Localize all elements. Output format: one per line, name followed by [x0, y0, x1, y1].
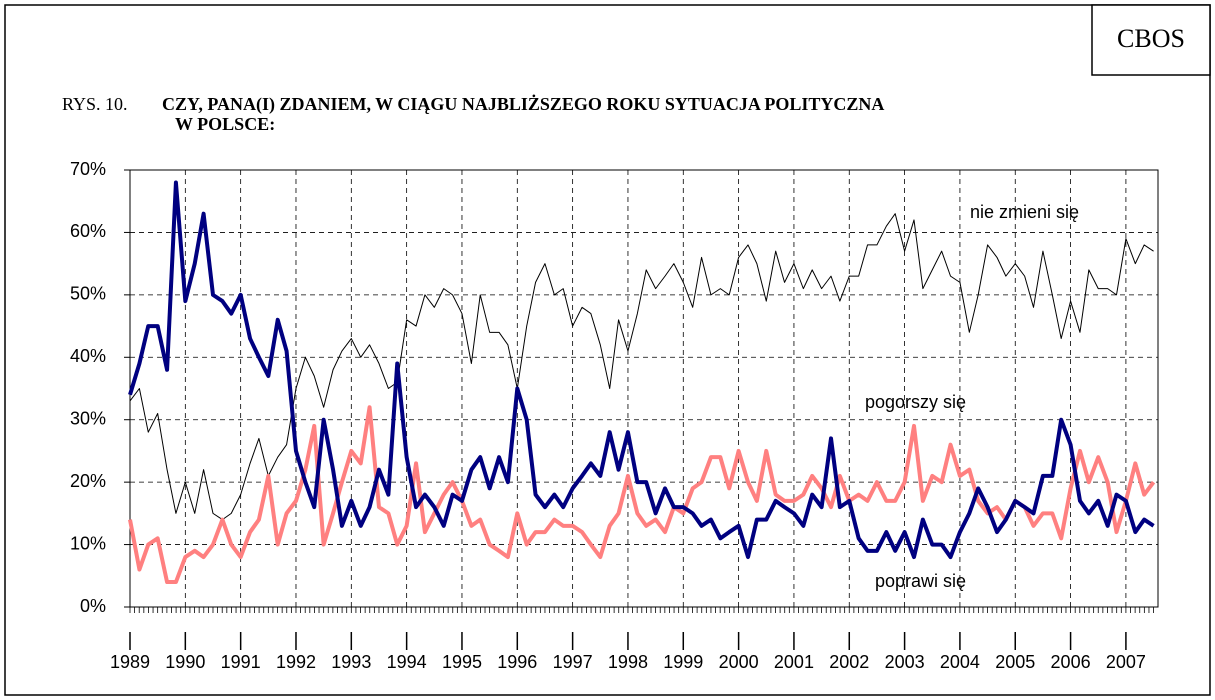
x-tick-label: 1997 — [553, 652, 593, 672]
x-tick-label: 2003 — [885, 652, 925, 672]
y-tick-label: 50% — [70, 284, 106, 304]
x-tick-label: 2005 — [995, 652, 1035, 672]
x-tick-label: 1995 — [442, 652, 482, 672]
x-tick-label: 2004 — [940, 652, 980, 672]
title: CZY, PANA(I) ZDANIEM, W CIĄGU NAJBLIŻSZE… — [162, 94, 884, 115]
brand-box — [1091, 4, 1211, 76]
x-tick-label: 2002 — [829, 652, 869, 672]
series-label: pogorszy się — [865, 392, 966, 412]
x-tick-label: 1989 — [110, 652, 150, 672]
x-tick-label: 2001 — [774, 652, 814, 672]
x-tick-label: 1999 — [663, 652, 703, 672]
series-line — [128, 180, 1155, 560]
series-label: poprawi się — [875, 571, 966, 591]
series-line — [129, 213, 1154, 521]
x-tick-label: 2006 — [1051, 652, 1091, 672]
x-tick-label: 1993 — [331, 652, 371, 672]
x-tick-label: 1992 — [276, 652, 316, 672]
x-tick-label: 2000 — [719, 652, 759, 672]
title: W POLSCE: — [175, 114, 275, 134]
x-tick-label: 1994 — [387, 652, 427, 672]
x-tick-label: 1990 — [165, 652, 205, 672]
y-tick-label: 10% — [70, 533, 106, 553]
x-tick-label: 1998 — [608, 652, 648, 672]
y-tick-label: 70% — [70, 159, 106, 179]
y-tick-label: 40% — [70, 346, 106, 366]
y-tick-label: 60% — [70, 221, 106, 241]
brand: CBOS — [1117, 24, 1185, 53]
x-tick-label: 1991 — [221, 652, 261, 672]
series-line — [128, 405, 1156, 585]
y-tick-label: 20% — [70, 471, 106, 491]
frame — [4, 4, 1211, 696]
figure-label: RYS. 10. — [62, 94, 128, 114]
y-tick-label: 0% — [80, 596, 106, 616]
x-tick-label: 1996 — [497, 652, 537, 672]
x-tick-label: 2007 — [1106, 652, 1146, 672]
y-tick-label: 30% — [70, 408, 106, 428]
series-label: nie zmieni się — [970, 202, 1079, 222]
